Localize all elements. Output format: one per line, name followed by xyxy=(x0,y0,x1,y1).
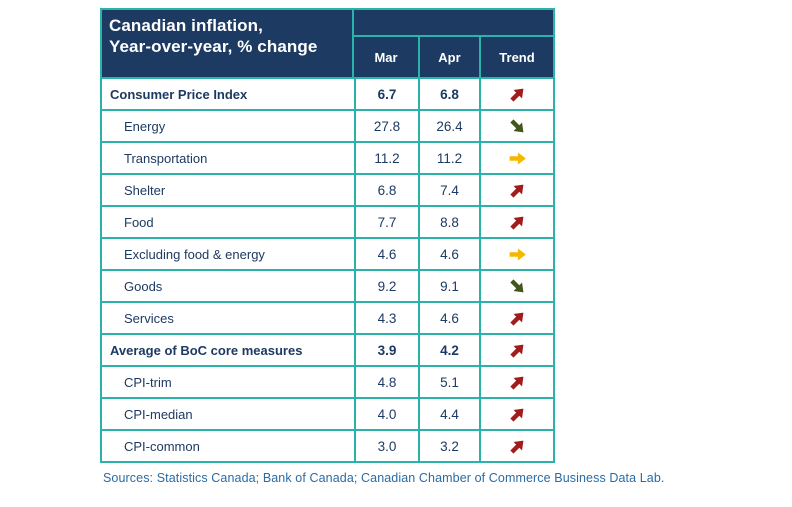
mar-value: 9.2 xyxy=(354,271,418,301)
trend-arrow-icon xyxy=(508,437,527,456)
trend-cell xyxy=(479,143,553,173)
apr-value: 4.4 xyxy=(418,399,479,429)
apr-value: 4.6 xyxy=(418,303,479,333)
column-header-mar: Mar xyxy=(374,49,398,65)
trend-arrow-icon xyxy=(508,277,527,296)
apr-value: 8.8 xyxy=(418,207,479,237)
source-note: Sources: Statistics Canada; Bank of Cana… xyxy=(103,471,665,485)
trend-arrow-icon xyxy=(508,405,527,424)
table-row-shelter: Shelter 6.8 7.4 xyxy=(102,173,553,205)
trend-arrow-icon xyxy=(508,181,527,200)
apr-value: 11.2 xyxy=(418,143,479,173)
table-row-cpi-common: CPI-common 3.0 3.2 xyxy=(102,429,553,461)
mar-value: 27.8 xyxy=(354,111,418,141)
trend-arrow-icon xyxy=(508,149,527,168)
trend-arrow-icon xyxy=(508,245,527,264)
mar-value: 7.7 xyxy=(354,207,418,237)
apr-value: 6.8 xyxy=(418,79,479,109)
table-row-cpi-trim: CPI-trim 4.8 5.1 xyxy=(102,365,553,397)
trend-arrow-icon xyxy=(508,213,527,232)
table-row-boc-core-average: Average of BoC core measures 3.9 4.2 xyxy=(102,333,553,365)
mar-value: 6.8 xyxy=(354,175,418,205)
row-label: Shelter xyxy=(124,182,166,198)
trend-arrow-icon xyxy=(508,373,527,392)
table-row-services: Services 4.3 4.6 xyxy=(102,301,553,333)
apr-value: 4.2 xyxy=(418,335,479,365)
table-row-energy: Energy 27.8 26.4 xyxy=(102,109,553,141)
row-label: Energy xyxy=(124,118,166,134)
row-label: Consumer Price Index xyxy=(110,86,248,102)
trend-cell xyxy=(479,239,553,269)
mar-value: 6.7 xyxy=(354,79,418,109)
trend-arrow-icon xyxy=(508,117,527,136)
table-row-excluding-food-energy: Excluding food & energy 4.6 4.6 xyxy=(102,237,553,269)
row-label: CPI-trim xyxy=(124,374,172,390)
table-title: Canadian inflation, Year-over-year, % ch… xyxy=(102,10,354,77)
mar-value: 4.0 xyxy=(354,399,418,429)
mar-value: 3.9 xyxy=(354,335,418,365)
row-label: Average of BoC core measures xyxy=(110,342,303,358)
apr-value: 26.4 xyxy=(418,111,479,141)
trend-arrow-icon xyxy=(508,85,527,104)
apr-value: 3.2 xyxy=(418,431,479,461)
trend-cell xyxy=(479,175,553,205)
row-label: Food xyxy=(124,214,154,230)
apr-value: 7.4 xyxy=(418,175,479,205)
row-label: CPI-common xyxy=(124,438,200,454)
table-row-cpi-median: CPI-median 4.0 4.4 xyxy=(102,397,553,429)
trend-cell xyxy=(479,79,553,109)
apr-value: 5.1 xyxy=(418,367,479,397)
apr-value: 9.1 xyxy=(418,271,479,301)
inflation-table: Canadian inflation, Year-over-year, % ch… xyxy=(100,8,555,463)
table-row-consumer-price-index: Consumer Price Index 6.7 6.8 xyxy=(102,77,553,109)
mar-value: 4.3 xyxy=(354,303,418,333)
table-row-goods: Goods 9.2 9.1 xyxy=(102,269,553,301)
trend-arrow-icon xyxy=(508,341,527,360)
table-title-line2: Year-over-year, % change xyxy=(109,37,318,56)
row-label: Transportation xyxy=(124,150,208,166)
table-row-transportation: Transportation 11.2 11.2 xyxy=(102,141,553,173)
mar-value: 3.0 xyxy=(354,431,418,461)
table-title-line1: Canadian inflation, xyxy=(109,16,263,35)
trend-cell xyxy=(479,207,553,237)
mar-value: 4.6 xyxy=(354,239,418,269)
trend-cell xyxy=(479,335,553,365)
trend-cell xyxy=(479,303,553,333)
column-header-trend: Trend xyxy=(479,37,553,77)
row-label: Goods xyxy=(124,278,163,294)
trend-cell xyxy=(479,271,553,301)
row-label: Excluding food & energy xyxy=(124,246,265,262)
table-row-food: Food 7.7 8.8 xyxy=(102,205,553,237)
trend-arrow-icon xyxy=(508,309,527,328)
trend-cell xyxy=(479,111,553,141)
row-label: Services xyxy=(124,310,174,326)
mar-value: 11.2 xyxy=(354,143,418,173)
apr-value: 4.6 xyxy=(418,239,479,269)
mar-value: 4.8 xyxy=(354,367,418,397)
trend-cell xyxy=(479,399,553,429)
trend-cell xyxy=(479,367,553,397)
row-label: CPI-median xyxy=(124,406,193,422)
column-header-apr: Apr xyxy=(418,37,479,77)
header-spacer xyxy=(354,10,553,37)
table-header: Canadian inflation, Year-over-year, % ch… xyxy=(102,10,553,77)
trend-cell xyxy=(479,431,553,461)
